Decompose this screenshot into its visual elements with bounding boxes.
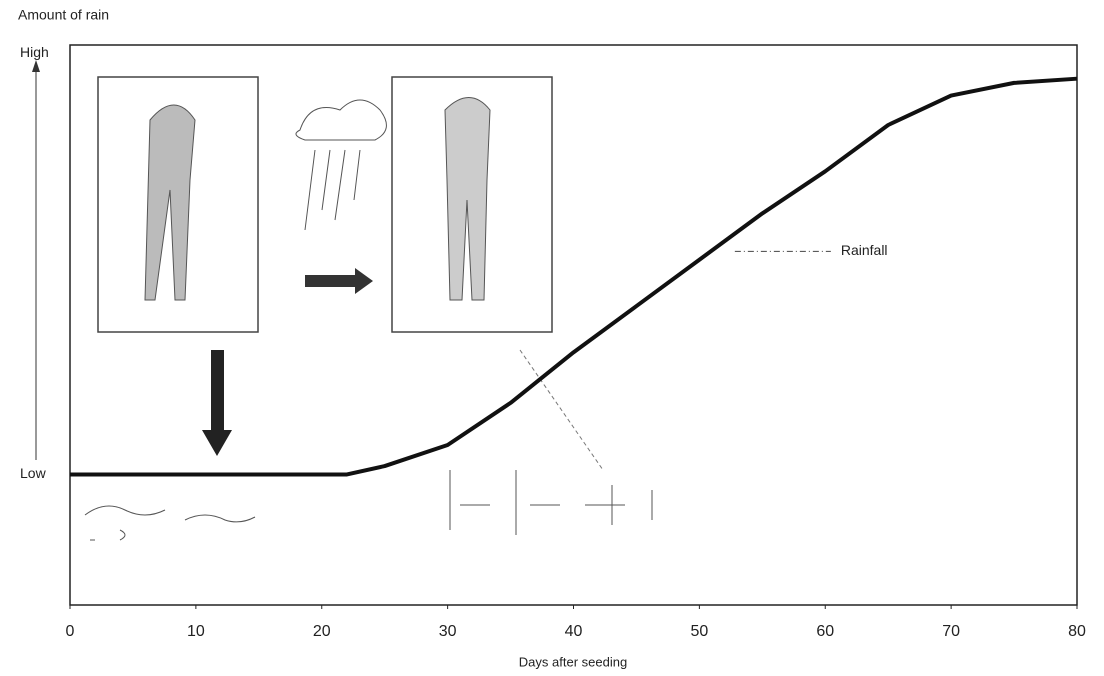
arrow-right xyxy=(305,268,373,294)
y-tick-label: Low xyxy=(20,465,47,481)
pointer-line xyxy=(519,349,604,471)
x-tick-label: 40 xyxy=(565,623,583,640)
x-tick-label: 20 xyxy=(313,623,331,640)
x-axis-label: Days after seeding xyxy=(519,654,627,669)
plot-frame xyxy=(69,44,1078,606)
seedling-sketch xyxy=(449,470,653,535)
seed-sketch xyxy=(84,505,256,541)
y-axis-label: Amount of rain xyxy=(18,7,109,23)
illustrations xyxy=(84,76,653,541)
line xyxy=(70,76,1078,477)
x-tick-label: 50 xyxy=(690,623,708,640)
farmer-figure xyxy=(144,104,196,301)
x-tick-label: 60 xyxy=(816,623,834,640)
x-tick-label: 70 xyxy=(942,623,960,640)
rain xyxy=(304,149,361,231)
x-tick-label: 30 xyxy=(439,623,457,640)
x-tick-label: 80 xyxy=(1068,623,1086,640)
x-tick-label: 0 xyxy=(66,623,75,640)
x-tick-label: 10 xyxy=(187,623,205,640)
rain-cloud xyxy=(295,99,387,141)
arrow-down xyxy=(202,350,232,456)
y-tick-label: High xyxy=(20,44,49,60)
farmer-picture-dry xyxy=(97,76,259,333)
y-arrow-head xyxy=(32,60,40,72)
farmer-figure xyxy=(444,97,491,301)
farmer-picture-wet xyxy=(391,76,553,333)
series-label: Rainfall xyxy=(841,242,888,258)
